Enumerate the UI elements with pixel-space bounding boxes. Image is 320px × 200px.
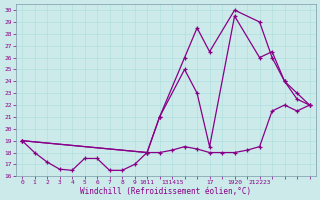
X-axis label: Windchill (Refroidissement éolien,°C): Windchill (Refroidissement éolien,°C) [80,187,252,196]
